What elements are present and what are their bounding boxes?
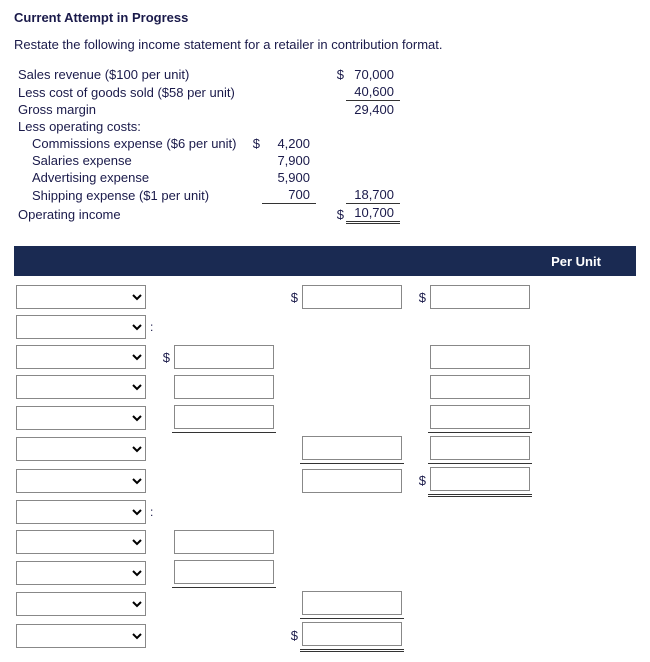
line-item-select[interactable] bbox=[16, 561, 146, 585]
per-unit-header: Per Unit bbox=[516, 254, 636, 269]
statement-label: Advertising expense bbox=[18, 169, 248, 186]
line-item-select[interactable] bbox=[16, 285, 146, 309]
line-item-select[interactable] bbox=[16, 315, 146, 339]
line-item-select[interactable] bbox=[16, 437, 146, 461]
line-item-select[interactable] bbox=[16, 500, 146, 524]
amount-input-per-unit[interactable] bbox=[430, 467, 530, 491]
line-item-select[interactable] bbox=[16, 530, 146, 554]
line-item-select[interactable] bbox=[16, 345, 146, 369]
statement-label: Less operating costs: bbox=[18, 118, 248, 135]
amount-input-a[interactable] bbox=[174, 345, 274, 369]
amount-input-a[interactable] bbox=[174, 405, 274, 429]
form-header-band: Per Unit bbox=[14, 246, 636, 276]
amount-input-b[interactable] bbox=[302, 469, 402, 493]
line-item-select[interactable] bbox=[16, 469, 146, 493]
statement-label: Commissions expense ($6 per unit) bbox=[18, 135, 248, 152]
amount-input-per-unit[interactable] bbox=[430, 285, 530, 309]
line-item-select[interactable] bbox=[16, 592, 146, 616]
statement-label: Salaries expense bbox=[18, 152, 248, 169]
statement-label: Operating income bbox=[18, 204, 248, 223]
page-title: Current Attempt in Progress bbox=[14, 10, 636, 25]
amount-input-per-unit[interactable] bbox=[430, 436, 530, 460]
amount-input-per-unit[interactable] bbox=[430, 375, 530, 399]
amount-input-a[interactable] bbox=[174, 375, 274, 399]
amount-input-b[interactable] bbox=[302, 591, 402, 615]
answer-form: Per Unit $$:$$:$ bbox=[14, 246, 636, 652]
statement-label: Shipping expense ($1 per unit) bbox=[18, 186, 248, 204]
statement-label: Less cost of goods sold ($58 per unit) bbox=[18, 83, 248, 101]
line-item-select[interactable] bbox=[16, 406, 146, 430]
amount-input-b[interactable] bbox=[302, 436, 402, 460]
statement-label: Sales revenue ($100 per unit) bbox=[18, 66, 248, 83]
amount-input-per-unit[interactable] bbox=[430, 405, 530, 429]
amount-input-a[interactable] bbox=[174, 560, 274, 584]
amount-input-per-unit[interactable] bbox=[430, 345, 530, 369]
statement-label: Gross margin bbox=[18, 101, 248, 119]
income-statement: Sales revenue ($100 per unit)$70,000Less… bbox=[18, 66, 636, 224]
amount-input-b[interactable] bbox=[302, 285, 402, 309]
instruction-text: Restate the following income statement f… bbox=[14, 37, 636, 52]
amount-input-a[interactable] bbox=[174, 530, 274, 554]
amount-input-b[interactable] bbox=[302, 622, 402, 646]
line-item-select[interactable] bbox=[16, 624, 146, 648]
line-item-select[interactable] bbox=[16, 375, 146, 399]
